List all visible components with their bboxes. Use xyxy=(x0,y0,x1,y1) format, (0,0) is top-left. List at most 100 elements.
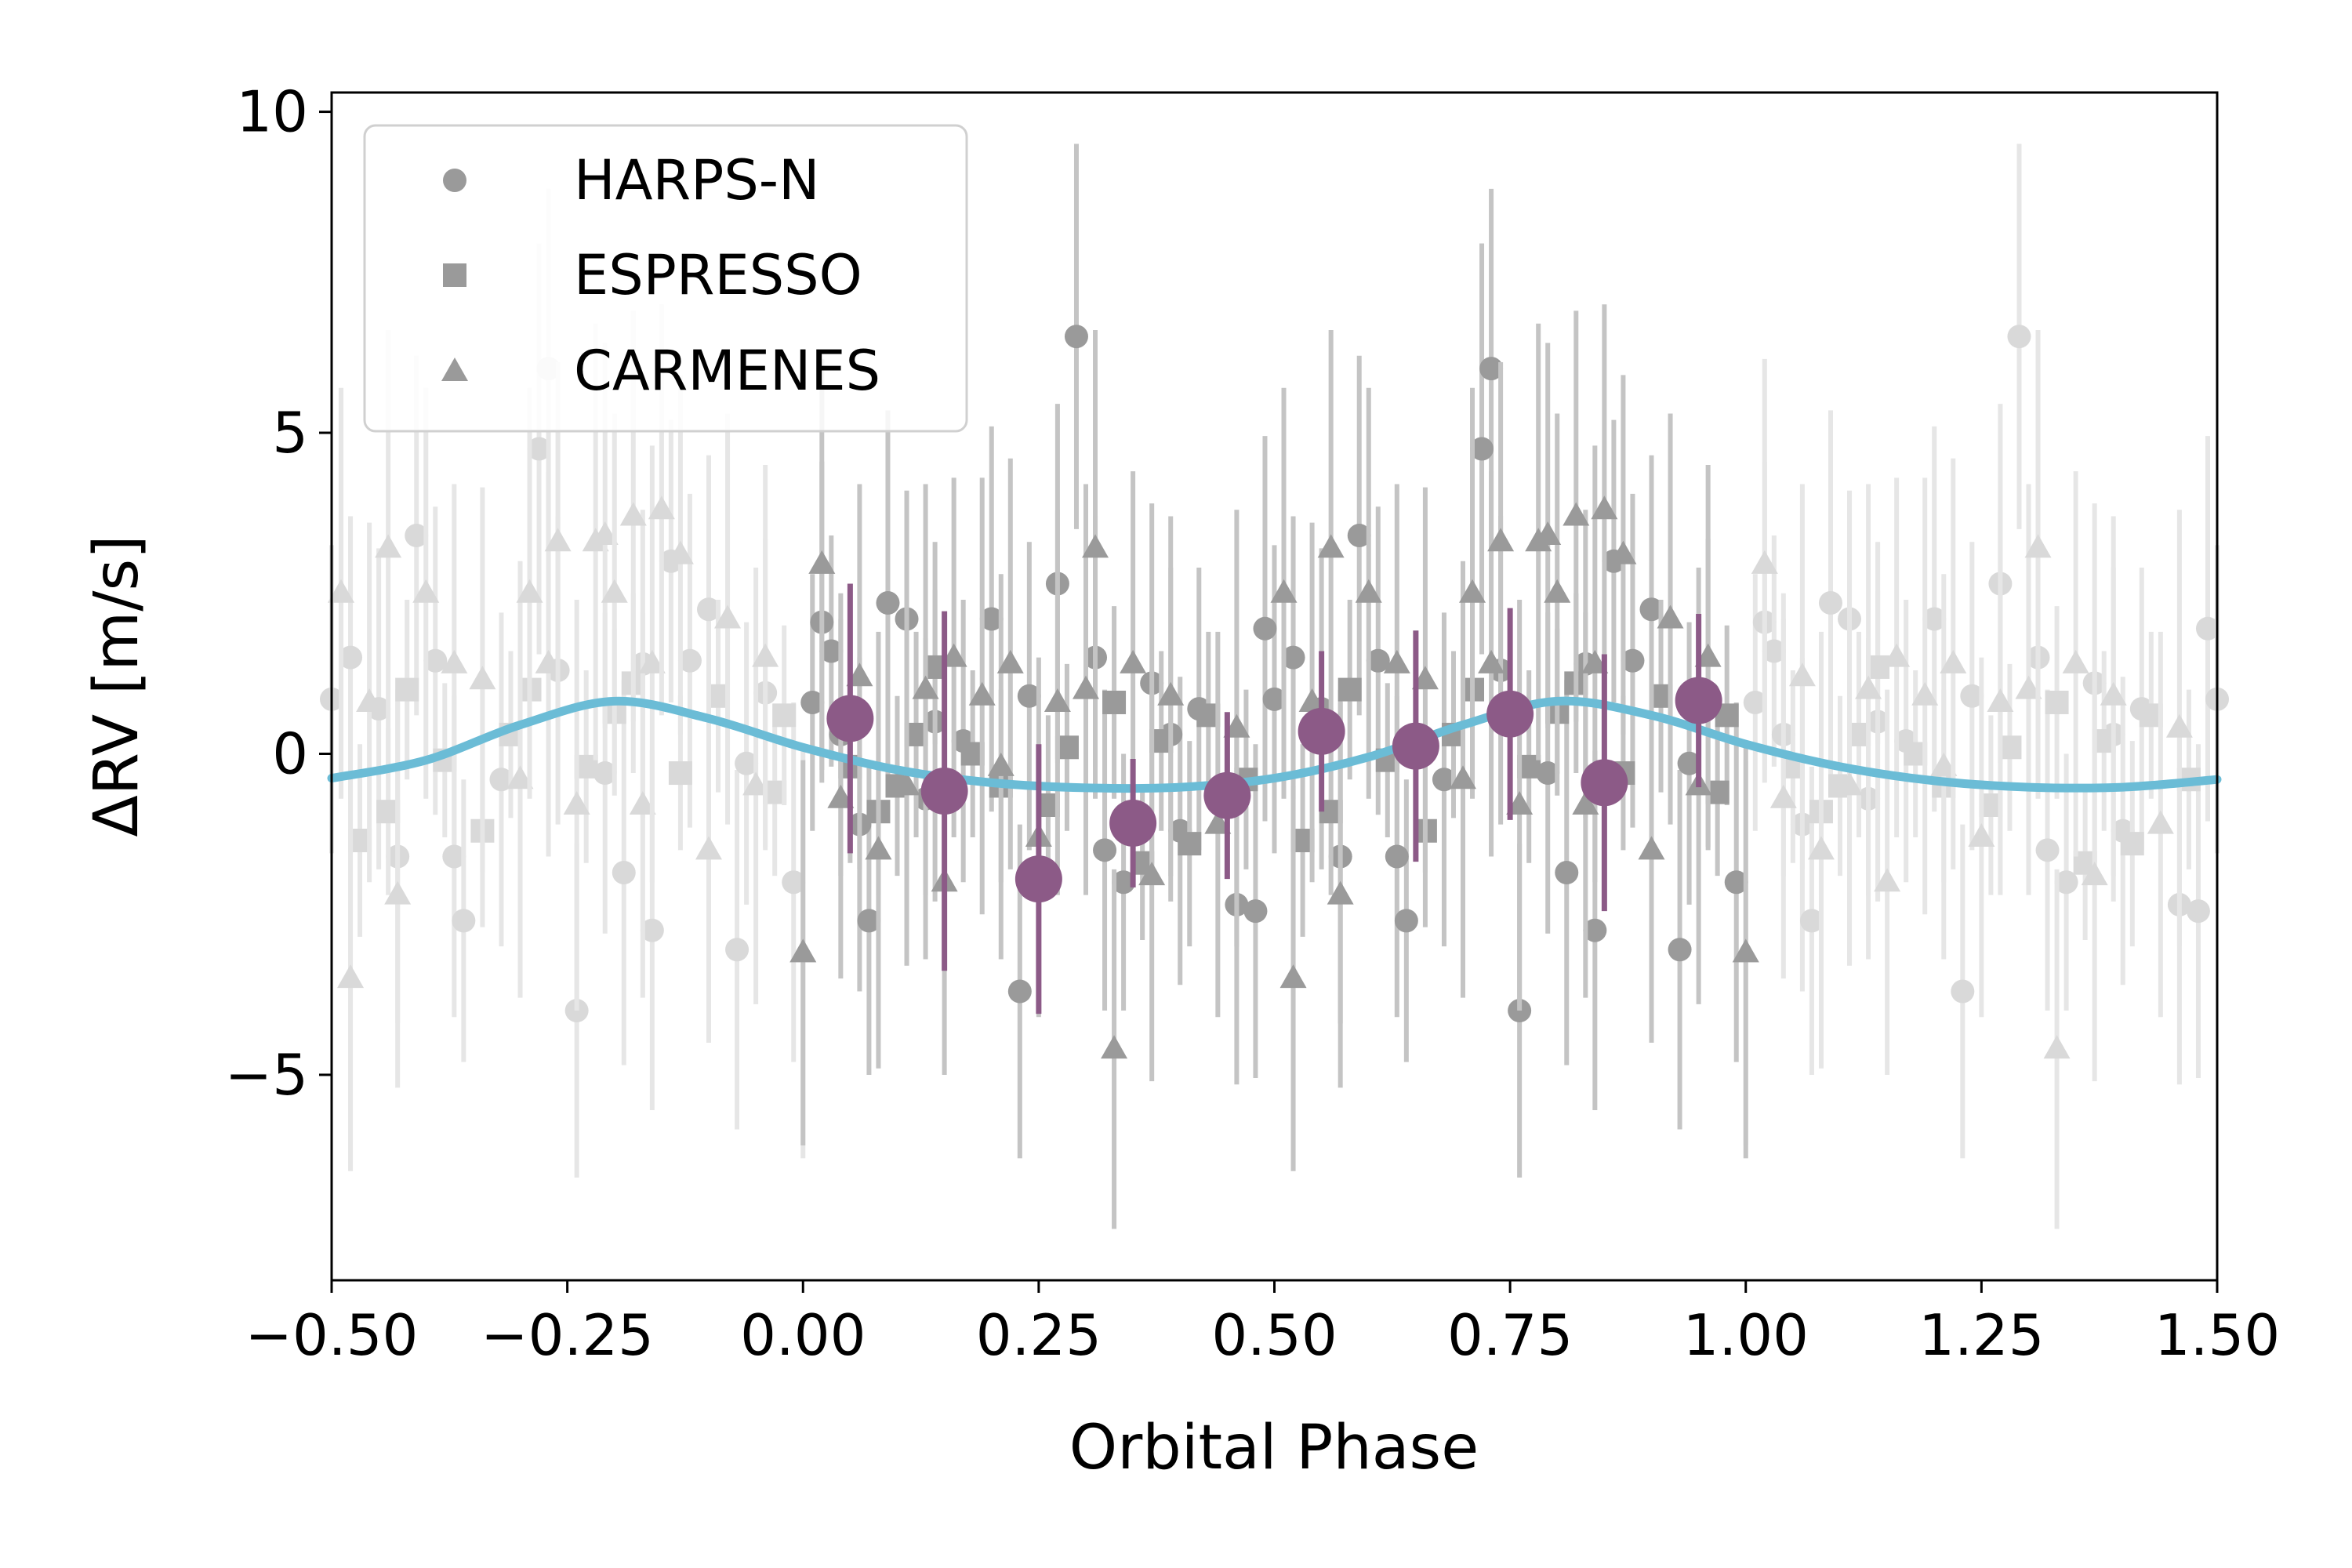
binned-point xyxy=(1203,771,1251,819)
harps-n-copy-point xyxy=(725,938,750,962)
carmenes-copy-point xyxy=(629,791,656,815)
harps-n-point xyxy=(1262,687,1287,711)
carmenes-point xyxy=(865,836,892,860)
carmenes-copy-point xyxy=(2062,649,2089,673)
x-tick-label: 1.25 xyxy=(1918,1302,2044,1368)
harps-n-copy-point xyxy=(677,648,702,673)
carmenes-point xyxy=(1223,713,1250,738)
model-curve xyxy=(327,696,2222,793)
harps-n-point xyxy=(1366,648,1390,673)
carmenes-copy-point xyxy=(506,765,534,789)
carmenes-point xyxy=(1279,964,1307,989)
espresso-copy-point xyxy=(2045,690,2069,714)
espresso-copy-point xyxy=(2120,832,2144,856)
x-tick-label: 0.00 xyxy=(740,1302,866,1368)
carmenes-point xyxy=(1383,649,1410,673)
harps-n-copy-point xyxy=(1951,979,1975,1004)
carmenes-point xyxy=(1411,666,1439,690)
binned-point xyxy=(1109,799,1157,847)
x-tick-label: 1.50 xyxy=(2154,1302,2280,1368)
harps-n-copy-point xyxy=(640,918,664,942)
harps-n-copy-point xyxy=(2007,325,2031,349)
harps-n-copy-point xyxy=(735,751,759,775)
carmenes-point xyxy=(1610,540,1637,564)
carmenes-copy-point xyxy=(695,836,722,860)
binned-point xyxy=(826,695,874,742)
binned-point xyxy=(1392,722,1439,770)
legend-label-harps-n: HARPS-N xyxy=(574,148,819,212)
y-axis-label: ΔRV [m/s] xyxy=(82,535,152,837)
y-tick-label: −5 xyxy=(225,1042,308,1108)
harps-n-copy-point xyxy=(442,844,466,869)
carmenes-copy-point xyxy=(412,579,440,603)
harps-n-point xyxy=(1536,761,1560,786)
espresso-point xyxy=(1338,677,1362,702)
harps-n-point xyxy=(1677,751,1701,775)
harps-n-point xyxy=(1007,979,1032,1004)
harps-n-copy-point xyxy=(697,597,720,622)
y-tick-label: 5 xyxy=(272,400,308,466)
carmenes-point xyxy=(940,643,967,667)
carmenes-point xyxy=(1572,791,1599,815)
harps-n-copy-point xyxy=(782,870,806,895)
binned-point xyxy=(920,767,968,815)
carmenes-copy-point xyxy=(356,688,383,712)
harps-n-copy-point xyxy=(2035,838,2060,862)
carmenes-copy-point xyxy=(1836,771,1864,796)
carmenes-point xyxy=(1506,791,1534,815)
carmenes-point xyxy=(1327,880,1354,905)
carmenes-copy-point xyxy=(666,540,694,564)
carmenes-copy-point xyxy=(2024,534,2052,558)
carmenes-copy-point xyxy=(1788,662,1816,687)
harps-n-copy-point xyxy=(2054,870,2078,895)
harps-n-copy-point xyxy=(405,524,429,548)
carmenes-point xyxy=(1657,604,1684,629)
carmenes-copy-point xyxy=(742,771,770,796)
harps-n-point xyxy=(1555,860,1579,884)
carmenes-point xyxy=(1563,502,1590,526)
carmenes-point xyxy=(1638,836,1665,860)
harps-n-point xyxy=(1064,325,1088,349)
espresso-copy-point xyxy=(772,703,797,728)
carmenes-copy-point xyxy=(601,579,628,603)
harps-n-point xyxy=(1668,938,1692,962)
harps-n-point xyxy=(979,607,1004,631)
carmenes-copy-point xyxy=(1930,752,1958,776)
carmenes-point xyxy=(1204,810,1232,834)
carmenes-copy-point xyxy=(1874,868,1901,892)
carmenes-copy-point xyxy=(1769,784,1797,808)
harps-n-copy-point xyxy=(1818,591,1842,615)
carmenes-point xyxy=(1355,579,1382,603)
carmenes-point xyxy=(1459,579,1486,603)
x-axis-label: Orbital Phase xyxy=(1069,1413,1479,1483)
carmenes-point xyxy=(1487,528,1515,552)
binned-point xyxy=(1014,855,1062,903)
harps-n-point xyxy=(1470,437,1494,461)
harps-n-point xyxy=(876,591,900,615)
harps-n-point xyxy=(1621,648,1645,673)
carmenes-point xyxy=(968,681,996,706)
harps-n-copy-point xyxy=(593,761,617,786)
harps-n-point xyxy=(1479,357,1504,381)
x-tick-label: 0.50 xyxy=(1211,1302,1337,1368)
legend: HARPS-N ESPRESSO CARMENES xyxy=(363,124,968,433)
harps-n-copy-point xyxy=(1743,690,1767,714)
carmenes-point xyxy=(1732,938,1759,963)
carmenes-copy-point xyxy=(2015,675,2042,699)
carmenes-copy-point xyxy=(2081,862,2108,886)
harps-n-point xyxy=(1432,768,1456,792)
carmenes-copy-point xyxy=(2147,810,2174,834)
harps-n-copy-point xyxy=(612,860,636,884)
harps-n-point xyxy=(1385,844,1409,869)
legend-label-carmenes: CARMENES xyxy=(574,339,880,403)
carmenes-copy-point xyxy=(1940,649,1967,673)
carmenes-copy-point xyxy=(1883,643,1911,667)
carmenes-copy-point xyxy=(1855,675,1882,699)
carmenes-point xyxy=(1298,688,1326,712)
harps-n-copy-point xyxy=(2195,616,2220,641)
carmenes-copy-point xyxy=(1987,688,2014,712)
carmenes-point xyxy=(1591,495,1618,520)
legend-label-espresso: ESPRESSO xyxy=(574,243,862,307)
carmenes-point xyxy=(1073,675,1099,699)
